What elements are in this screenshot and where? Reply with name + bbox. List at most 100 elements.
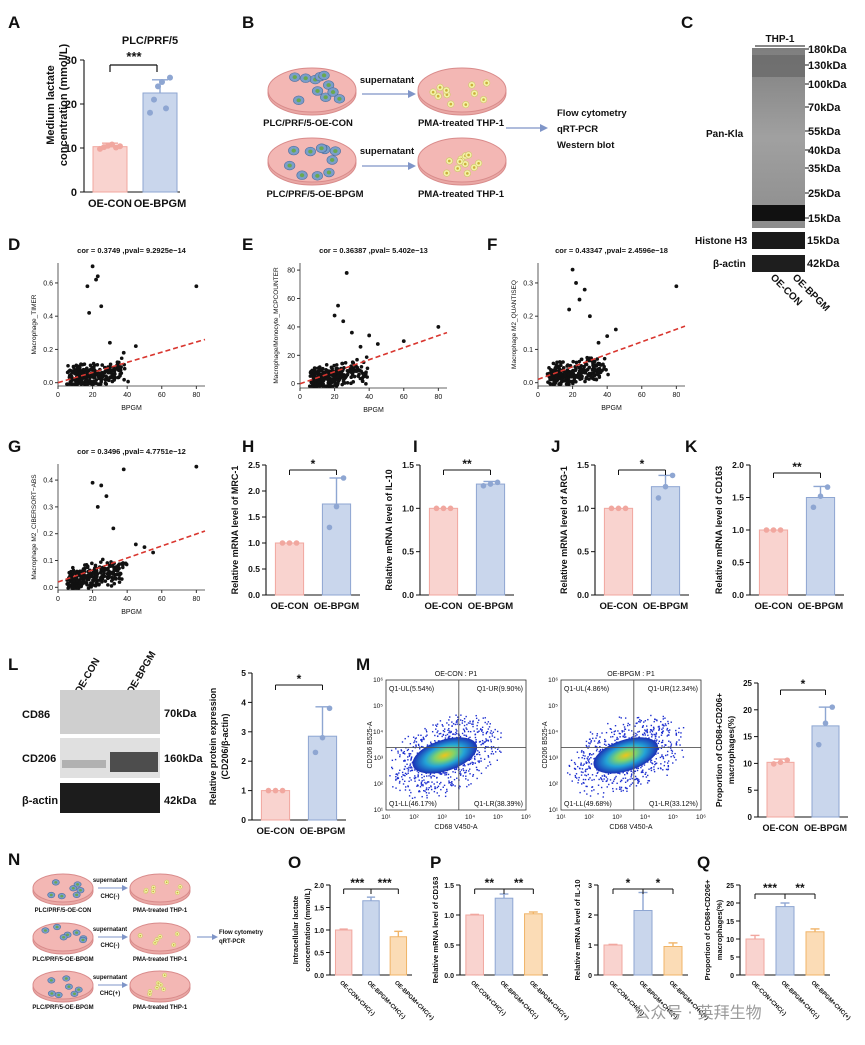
scatter-point xyxy=(111,373,116,378)
scatter-point xyxy=(554,363,559,367)
flow-event xyxy=(460,773,462,775)
panel-label-o: O xyxy=(288,853,301,872)
cd86-blot xyxy=(60,690,160,734)
flow-event xyxy=(416,770,418,772)
flow-event xyxy=(621,731,624,733)
flow-event xyxy=(397,750,399,752)
flow-event xyxy=(668,729,671,731)
flow-event xyxy=(487,755,489,757)
flow-event xyxy=(606,780,608,782)
bar xyxy=(805,497,836,596)
flow-event xyxy=(582,751,585,753)
scatter-point xyxy=(86,573,91,578)
data-point xyxy=(655,495,662,501)
flow-event xyxy=(490,730,492,732)
significance-label: ** xyxy=(795,881,805,895)
y-tick-label: 0.5 xyxy=(314,951,324,958)
flow-event xyxy=(597,793,599,795)
flow-event xyxy=(441,724,443,726)
y-tick-label: 0.1 xyxy=(523,347,533,354)
scatter-point xyxy=(584,362,589,367)
flow-event xyxy=(650,724,653,727)
flow-event xyxy=(473,757,476,759)
y-tick-label: 30 xyxy=(65,55,77,67)
scatter-point xyxy=(82,575,87,580)
scatter-point xyxy=(574,360,579,365)
scatter-point xyxy=(91,571,95,575)
scatter-point xyxy=(355,357,359,362)
flow-event xyxy=(417,785,419,787)
data-point xyxy=(326,524,333,531)
flow-event xyxy=(402,751,404,754)
scatter-point xyxy=(105,561,110,565)
flow-event xyxy=(636,717,639,719)
flow-event xyxy=(395,779,397,781)
flow-event xyxy=(477,721,479,724)
flow-event xyxy=(614,777,616,779)
flow-event xyxy=(586,757,588,760)
flow-event xyxy=(439,783,441,785)
scatter-point xyxy=(92,566,97,571)
scatter-point xyxy=(596,362,600,366)
flow-event xyxy=(678,731,680,734)
flow-event xyxy=(426,734,428,736)
flow-event xyxy=(596,772,599,774)
y-tick-label: 0.0 xyxy=(314,973,324,980)
data-point xyxy=(117,143,123,150)
quadrant-ll: Q1-LL(49.68%) xyxy=(564,801,612,808)
flow-event xyxy=(583,763,585,765)
flow-event xyxy=(670,743,673,745)
flow-event xyxy=(581,757,583,759)
tumor-nucleus xyxy=(299,173,305,178)
flow-event xyxy=(587,759,589,761)
dish-n-2-left xyxy=(32,922,94,955)
flow-event xyxy=(622,777,624,780)
panel-l-row-2: CD206 xyxy=(22,753,56,765)
flow-event xyxy=(648,780,651,782)
flow-event xyxy=(662,756,664,758)
scatter-point xyxy=(335,374,340,379)
flow-event xyxy=(421,776,423,779)
significance-label: *** xyxy=(763,881,777,895)
flow-event xyxy=(578,776,580,779)
flow-event xyxy=(477,753,479,755)
tumor-nucleus xyxy=(71,887,75,890)
scatter-point xyxy=(65,582,69,586)
flow-event xyxy=(671,752,673,754)
y-tick-label: 20 xyxy=(743,706,752,715)
flow-event xyxy=(591,733,594,735)
flow-event xyxy=(414,775,416,777)
flow-event xyxy=(491,750,494,753)
data-point xyxy=(608,505,615,512)
scatter-outlier xyxy=(90,480,95,485)
significance-label: * xyxy=(311,457,316,471)
flow-event xyxy=(399,789,401,792)
flow-event xyxy=(668,740,670,742)
flow-event xyxy=(600,777,602,779)
y-tick-label: 10¹ xyxy=(549,807,559,814)
flow-event xyxy=(651,730,654,733)
flow-event xyxy=(424,790,426,792)
flow-event xyxy=(463,730,466,733)
flow-event xyxy=(434,786,436,788)
flow-event xyxy=(456,721,458,723)
flow-event xyxy=(606,778,609,780)
scatter-point xyxy=(555,360,559,365)
flow-event xyxy=(644,773,647,775)
scatter-point xyxy=(359,369,363,373)
flow-event xyxy=(571,780,573,782)
data-point xyxy=(163,105,169,112)
flow-event xyxy=(483,758,486,760)
flow-event xyxy=(437,785,440,787)
flow-event xyxy=(436,781,438,783)
tumor-nucleus xyxy=(60,894,64,898)
flow-event xyxy=(402,752,404,755)
flow-event xyxy=(602,792,605,794)
scatter-point xyxy=(108,362,113,367)
flow-event xyxy=(440,781,442,784)
flow-event xyxy=(491,735,494,737)
scatter-point xyxy=(561,360,565,364)
flow-event xyxy=(492,746,495,748)
flow-event xyxy=(593,758,595,760)
